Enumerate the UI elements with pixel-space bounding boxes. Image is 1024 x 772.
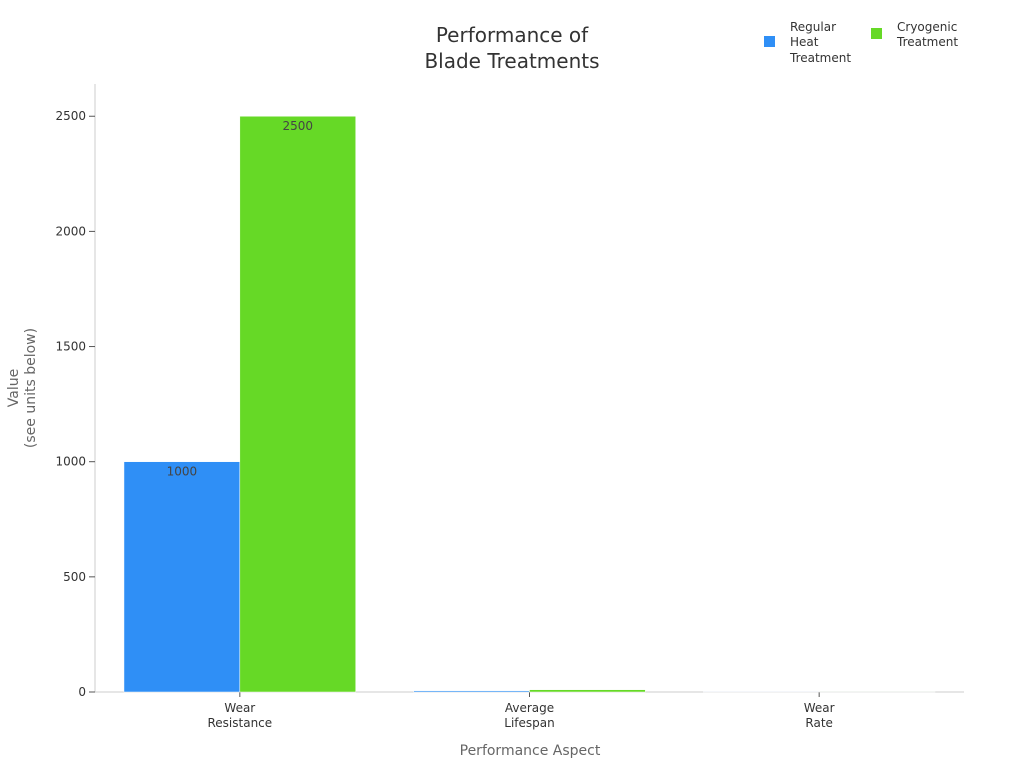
y-tick-label-500: 500 [63,570,86,584]
legend-item-cryogenic-treatment[interactable]: Cryogenic Treatment [871,20,958,49]
bar-series-0-cat-0[interactable] [124,462,240,692]
legend-label-cryogenic-line-1: Cryogenic [897,20,957,34]
legend-label-regular-line-2: Heat [790,35,819,49]
x-tick-label-2-line-1: Rate [805,716,833,730]
chart-title-line-2: Blade Treatments [424,49,599,73]
y-axis-ticks: 0 500 1000 1500 2000 2500 [55,109,95,699]
y-tick-label-1000: 1000 [55,455,86,469]
x-tick-label-1-line-0: Average [505,701,554,715]
bar-value-label-series-0-cat-0: 1000 [167,465,198,479]
y-axis-title-line-2: (see units below) [23,328,39,448]
legend-label-regular-line-1: Regular [790,20,836,34]
x-tick-label-0-line-0: Wear [224,701,255,715]
y-tick-label-1500: 1500 [55,340,86,354]
y-tick-label-2500: 2500 [55,109,86,123]
x-axis-title: Performance Aspect [460,743,601,759]
y-axis-title-line-1: Value [6,369,22,407]
bars [124,116,935,692]
legend: Regular Heat Treatment Cryogenic Treatme… [764,20,958,65]
legend-swatch-cryogenic [871,28,882,39]
x-tick-label-0-line-1: Resistance [207,716,272,730]
x-tick-label-2-line-0: Wear [804,701,835,715]
y-tick-label-0: 0 [78,685,86,699]
legend-swatch-regular [764,36,775,47]
legend-label-cryogenic-line-2: Treatment [896,35,958,49]
bar-value-label-series-1-cat-0: 2500 [282,119,313,133]
legend-label-regular-line-3: Treatment [789,51,851,65]
chart-title: Performance of Blade Treatments [424,23,599,73]
x-tick-label-1-line-1: Lifespan [504,716,554,730]
bar-series-1-cat-0[interactable] [240,116,356,692]
y-axis-title: Value (see units below) [6,328,39,448]
chart-title-line-1: Performance of [436,23,589,47]
bar-series-1-cat-1[interactable] [530,690,646,692]
y-tick-label-2000: 2000 [55,224,86,238]
legend-item-regular-heat-treatment[interactable]: Regular Heat Treatment [764,20,851,65]
bar-series-0-cat-1[interactable] [414,691,530,692]
